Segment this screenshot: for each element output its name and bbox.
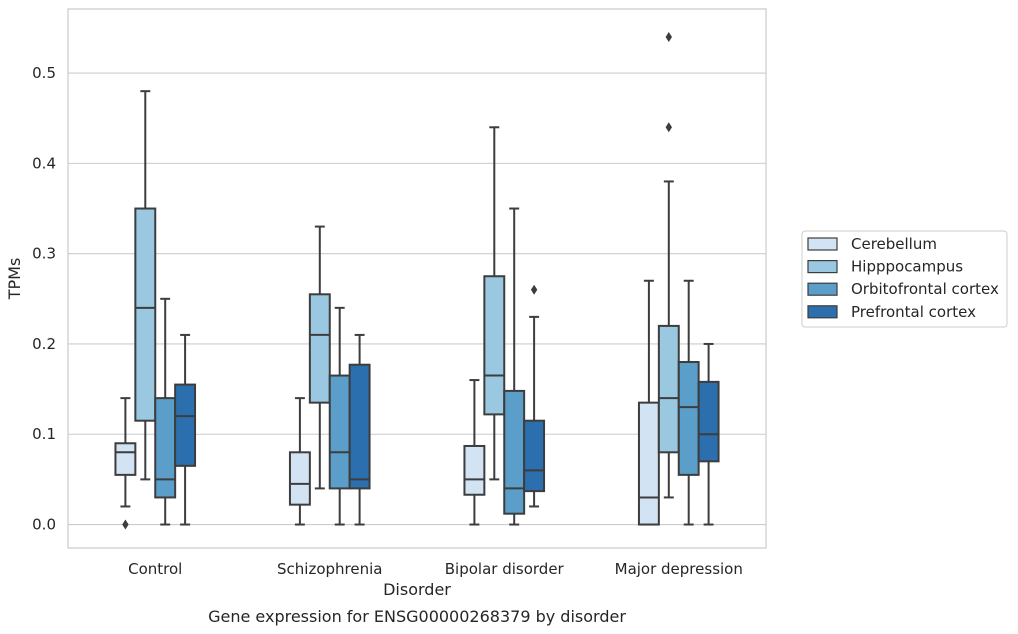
y-axis-label: TPMs: [5, 258, 24, 301]
box-orbitofrontal-cortex: [503, 207, 526, 526]
x-tick-label: Control: [128, 560, 182, 578]
box-iqr: [677, 361, 700, 476]
chart-caption: Gene expression for ENSG00000268379 by d…: [208, 607, 626, 626]
box-iqr: [288, 451, 311, 506]
box-iqr: [523, 419, 546, 493]
box-prefrontal-cortex: [348, 333, 371, 526]
box-iqr: [114, 442, 137, 476]
box-iqr: [697, 380, 720, 463]
legend-swatch: [807, 237, 838, 251]
box-iqr: [503, 389, 526, 515]
y-tick-label: 0.1: [32, 425, 56, 443]
box-iqr: [134, 207, 157, 422]
box-hipppocampus: [657, 31, 680, 499]
x-tick-label: Bipolar disorder: [445, 560, 565, 578]
box-iqr: [463, 444, 486, 496]
box-iqr: [483, 275, 506, 416]
box-cerebellum: [114, 397, 137, 530]
x-tick-label: Major depression: [615, 560, 743, 578]
y-axis-ticks: 0.0 0.1 0.2 0.3 0.4 0.5: [32, 64, 56, 533]
outlier-point: [665, 31, 672, 42]
plot-area-frame: [67, 8, 767, 549]
box-cerebellum: [463, 379, 486, 526]
legend-label: Orbitofrontal cortex: [851, 280, 999, 298]
box-iqr: [637, 401, 660, 526]
box-iqr: [657, 324, 680, 454]
legend-label: Cerebellum: [851, 235, 937, 253]
outlier-point: [122, 519, 129, 530]
outlier-point: [530, 284, 538, 295]
box-cerebellum: [637, 279, 660, 526]
box-orbitofrontal-cortex: [328, 306, 351, 526]
box-orbitofrontal-cortex: [677, 279, 700, 526]
box-series: [114, 31, 720, 530]
box-iqr: [328, 374, 351, 490]
x-axis-ticks: Control Schizophrenia Bipolar disorder Majo…: [128, 560, 743, 578]
y-tick-label: 0.0: [32, 516, 56, 534]
box-hipppocampus: [483, 126, 506, 481]
box-iqr: [154, 397, 177, 499]
legend-label: Hipppocampus: [851, 258, 963, 276]
box-hipppocampus: [308, 225, 331, 490]
box-prefrontal-cortex: [523, 284, 546, 508]
box-iqr: [348, 363, 371, 490]
y-tick-label: 0.3: [32, 245, 56, 263]
y-tick-label: 0.5: [32, 64, 56, 82]
legend-swatch: [807, 282, 838, 296]
box-orbitofrontal-cortex: [154, 297, 177, 526]
box-prefrontal-cortex: [174, 333, 197, 526]
outlier-point: [665, 122, 672, 133]
legend-swatch: [807, 305, 838, 319]
legend-swatch: [807, 260, 838, 274]
y-tick-label: 0.4: [32, 154, 56, 172]
box-hipppocampus: [134, 90, 157, 481]
legend: Cerebellum Hipppocampus Orbitofrontal cort…: [801, 230, 1008, 328]
y-tick-label: 0.2: [32, 335, 56, 353]
box-iqr: [174, 383, 197, 467]
box-prefrontal-cortex: [697, 342, 720, 526]
x-tick-label: Schizophrenia: [277, 560, 382, 578]
box-iqr: [308, 293, 331, 404]
box-cerebellum: [288, 397, 311, 526]
x-axis-label: Disorder: [383, 580, 451, 599]
legend-frame: [801, 230, 1008, 328]
legend-label: Prefrontal cortex: [851, 303, 976, 321]
